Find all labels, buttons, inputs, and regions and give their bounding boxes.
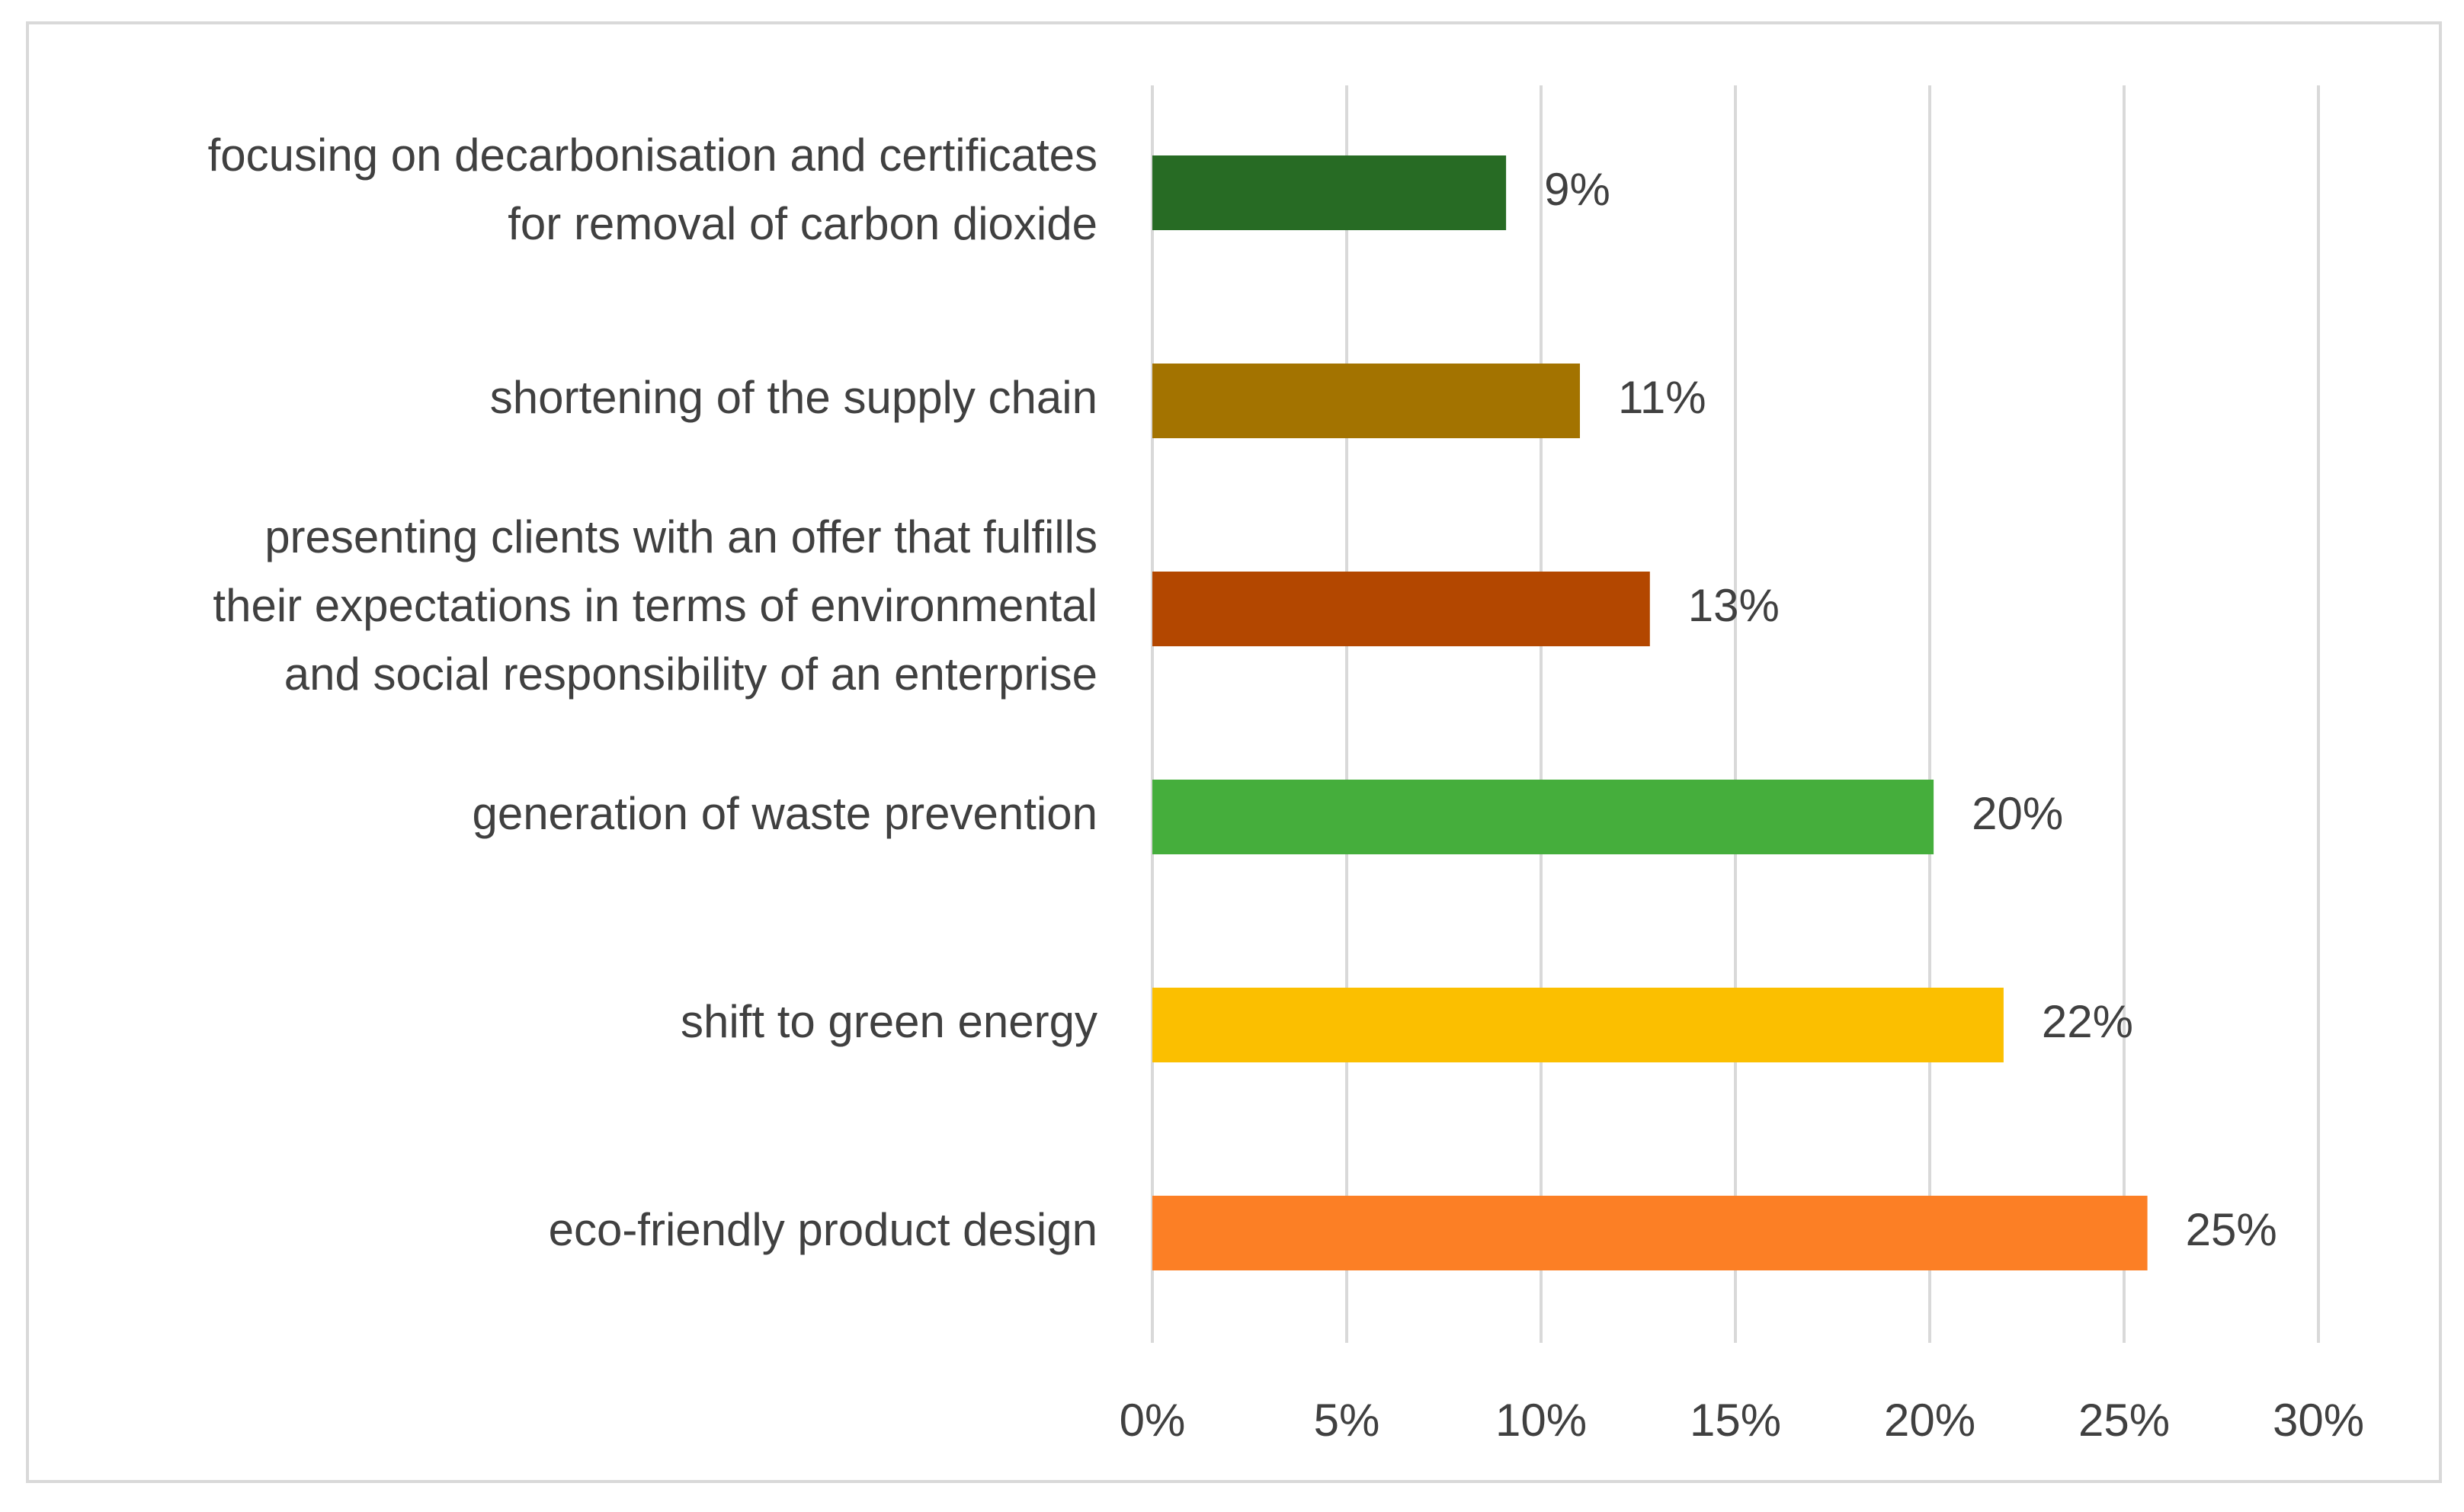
category-labels: focusing on decarbonisation and certific…	[208, 130, 1097, 1255]
data-label: 25%	[2186, 1204, 2277, 1255]
category-label-line: eco-friendly product design	[549, 1204, 1097, 1255]
bar-5	[1152, 1196, 2148, 1270]
x-tick-label: 15%	[1690, 1395, 1781, 1446]
category-label-line: focusing on decarbonisation and certific…	[208, 130, 1097, 181]
data-labels: 9% 11% 13% 20% 22% 25%	[1544, 164, 2277, 1255]
x-tick-label: 25%	[2078, 1395, 2170, 1446]
category-label: focusing on decarbonisation and certific…	[208, 130, 1097, 249]
bar-4	[1152, 988, 2004, 1062]
category-label: shift to green energy	[681, 996, 1097, 1047]
category-label-line: shift to green energy	[681, 996, 1097, 1047]
x-tick-label: 0%	[1120, 1395, 1186, 1446]
category-label-line: presenting clients with an offer that fu…	[264, 511, 1097, 562]
bar-0	[1152, 155, 1507, 230]
gridlines	[1151, 85, 2320, 1343]
category-label: presenting clients with an offer that fu…	[213, 511, 1097, 700]
category-label-line: their expectations in terms of environme…	[213, 580, 1097, 631]
category-label-line: shortening of the supply chain	[490, 372, 1097, 423]
x-tick-label: 10%	[1495, 1395, 1587, 1446]
category-label-line: for removal of carbon dioxide	[508, 198, 1097, 249]
bar-1	[1152, 364, 1580, 438]
category-label: shortening of the supply chain	[490, 372, 1097, 423]
category-label-line: generation of waste prevention	[472, 788, 1097, 839]
x-tick-label: 20%	[1884, 1395, 1975, 1446]
data-label: 22%	[2042, 996, 2133, 1047]
x-tick-label: 5%	[1314, 1395, 1380, 1446]
x-axis-tick-labels: 0% 5% 10% 15% 20% 25% 30%	[1120, 1395, 2364, 1446]
data-label: 11%	[1618, 372, 1706, 423]
category-label: generation of waste prevention	[472, 788, 1097, 839]
data-label: 20%	[1972, 788, 2063, 839]
category-label-line: and social responsibility of an enterpri…	[284, 649, 1097, 700]
bar-2	[1152, 572, 1650, 646]
bars	[1152, 155, 2148, 1270]
data-label: 9%	[1544, 164, 1610, 215]
x-tick-label: 30%	[2273, 1395, 2364, 1446]
bar-3	[1152, 780, 1934, 854]
data-label: 13%	[1688, 580, 1780, 631]
category-label: eco-friendly product design	[549, 1204, 1097, 1255]
